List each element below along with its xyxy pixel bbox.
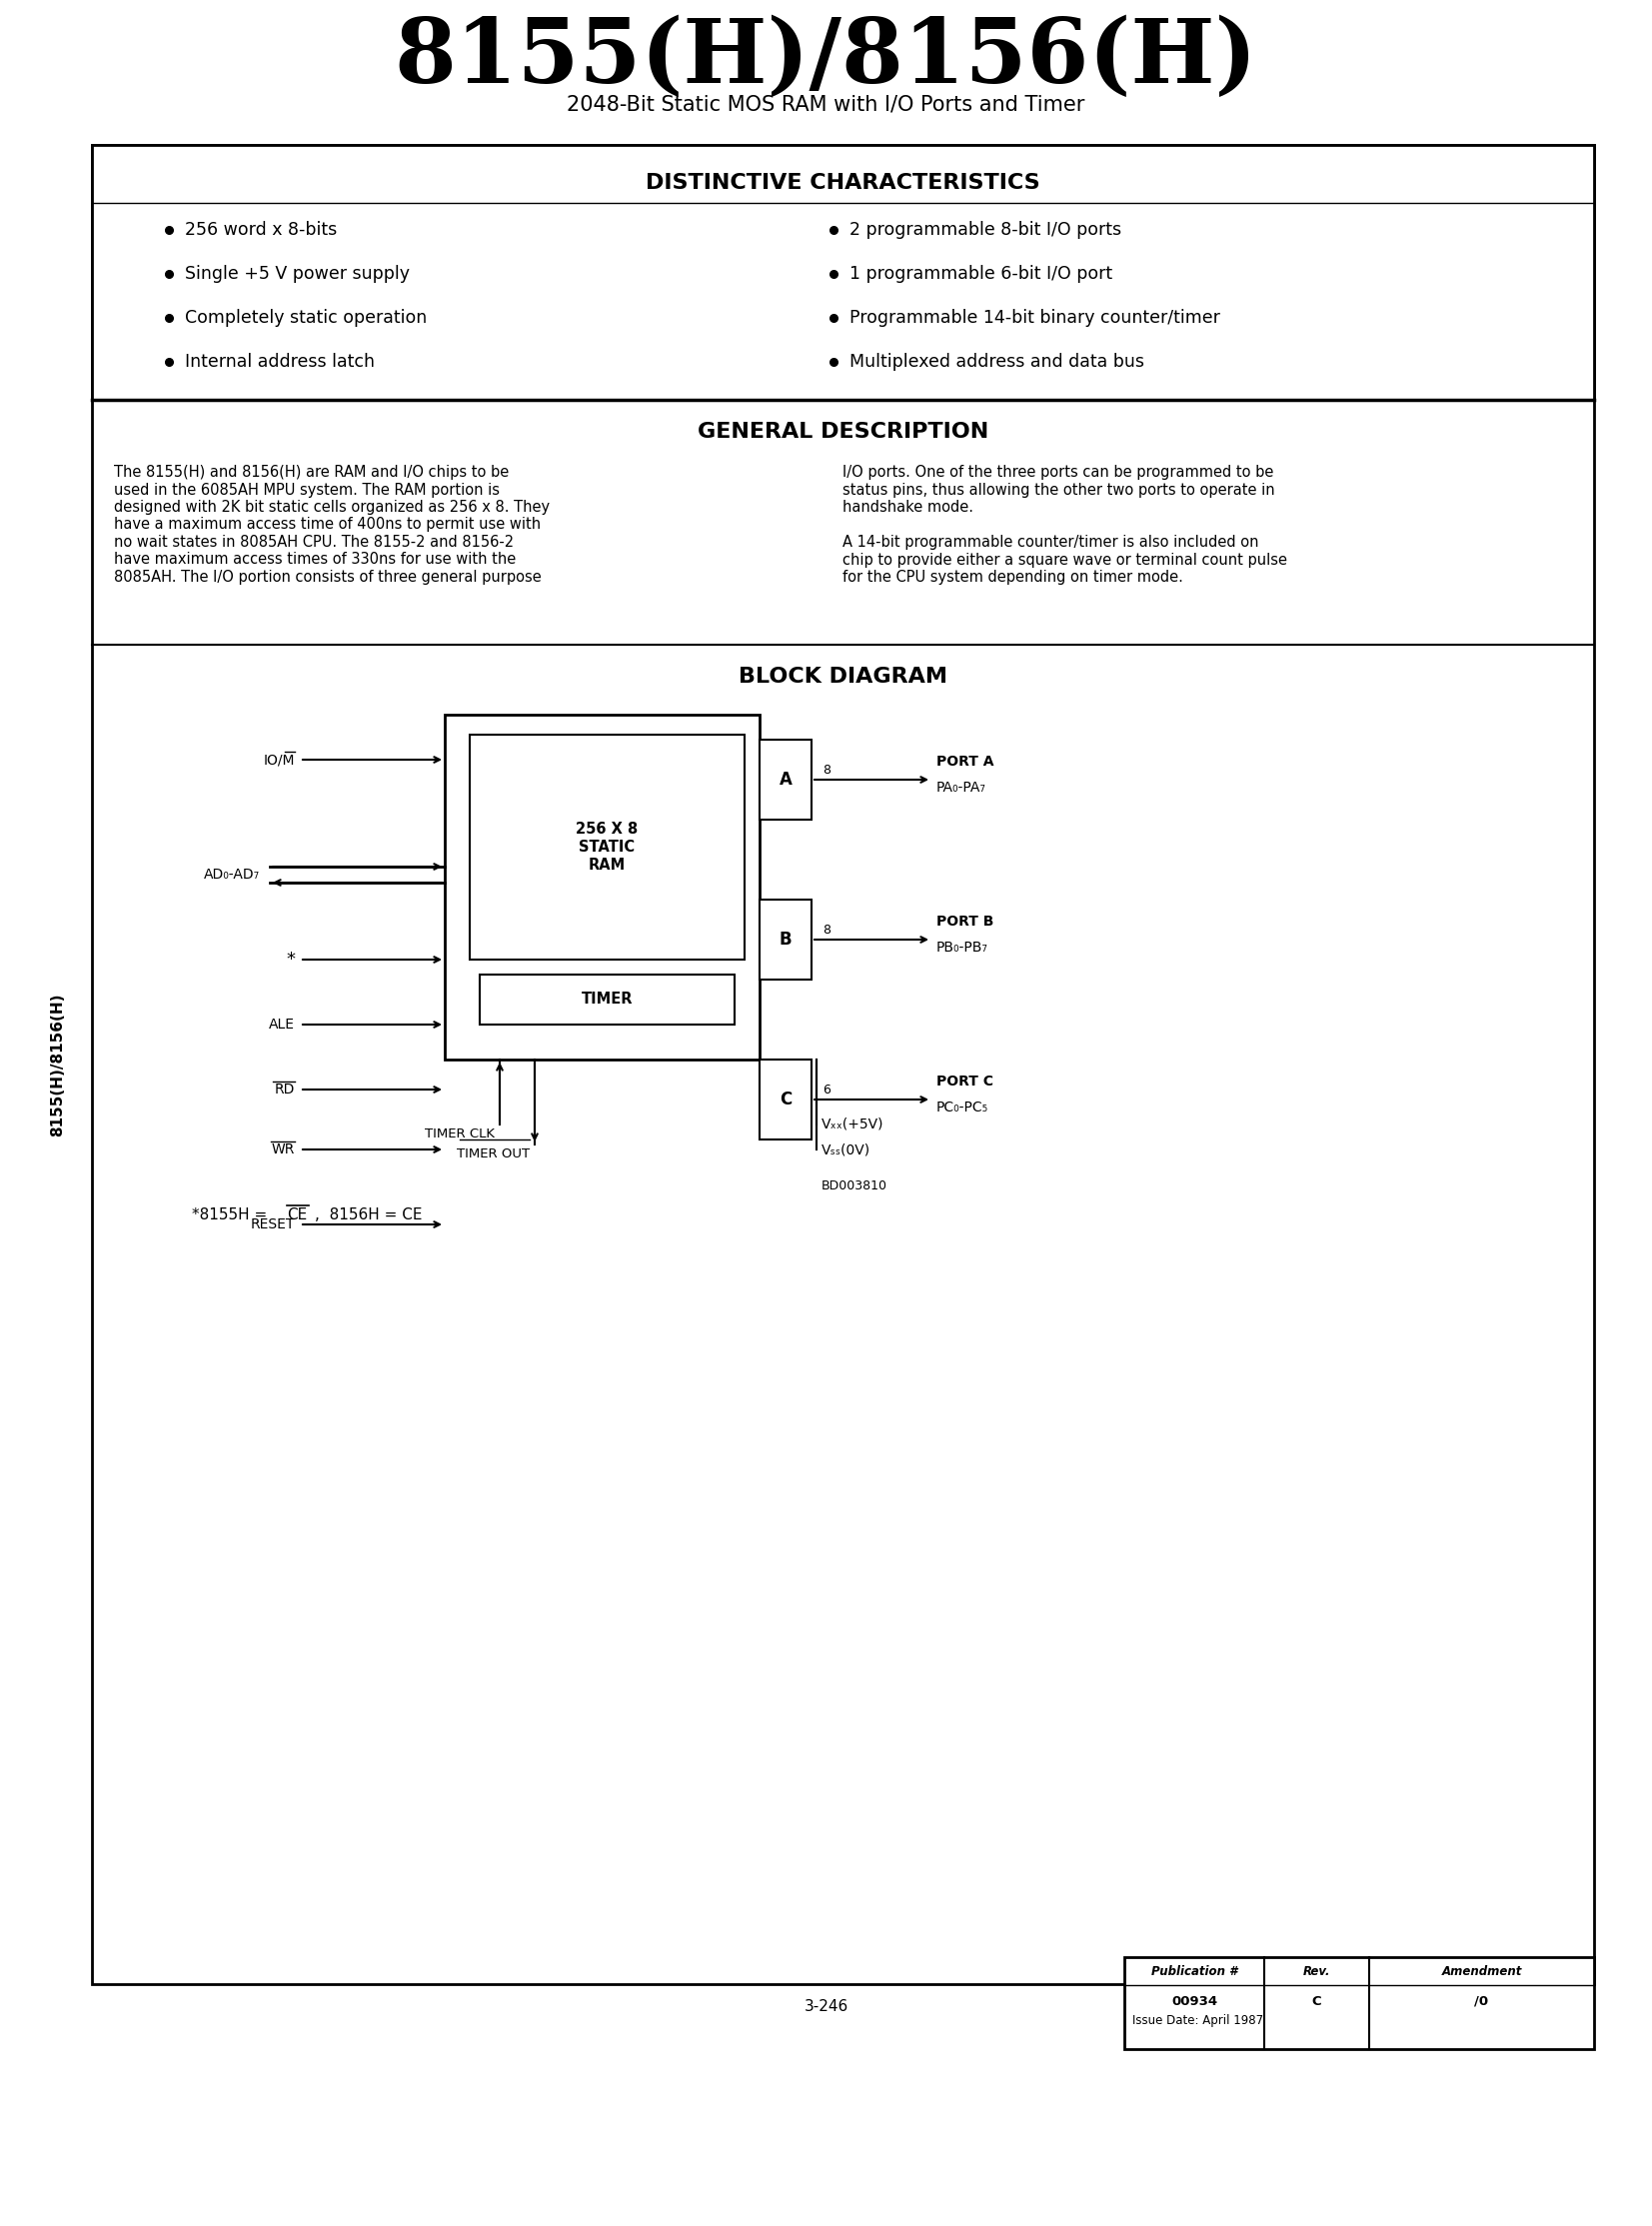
Text: STATIC: STATIC [580,839,634,855]
Text: have maximum access times of 330ns for use with the: have maximum access times of 330ns for u… [114,552,515,568]
Text: status pins, thus allowing the other two ports to operate in: status pins, thus allowing the other two… [843,483,1275,496]
Text: C: C [780,1091,791,1109]
Text: ,  8156H = CE: , 8156H = CE [316,1206,423,1222]
Text: BLOCK DIAGRAM: BLOCK DIAGRAM [738,668,948,686]
Text: RESET: RESET [251,1218,294,1231]
Text: PC₀-PC₅: PC₀-PC₅ [937,1100,988,1115]
Text: BD003810: BD003810 [821,1180,887,1193]
Text: PA₀-PA₇: PA₀-PA₇ [937,781,986,795]
Text: Multiplexed address and data bus: Multiplexed address and data bus [849,354,1145,372]
Text: 1 programmable 6-bit I/O port: 1 programmable 6-bit I/O port [849,265,1112,283]
Text: The 8155(H) and 8156(H) are RAM and I/O chips to be: The 8155(H) and 8156(H) are RAM and I/O … [114,465,509,481]
Bar [469,735,745,959]
Text: 256 X 8: 256 X 8 [577,821,638,837]
Text: for the CPU system depending on timer mode.: for the CPU system depending on timer mo… [843,570,1183,585]
Text: IO/M: IO/M [263,752,294,766]
Text: C: C [1312,1994,1322,2008]
Text: Internal address latch: Internal address latch [185,354,375,372]
Text: B: B [780,930,791,948]
Bar [93,145,1594,401]
Text: /0: /0 [1475,1994,1488,2008]
Text: designed with 2K bit static cells organized as 256 x 8. They: designed with 2K bit static cells organi… [114,501,550,514]
Text: Completely static operation: Completely static operation [185,309,426,327]
Text: no wait states in 8085AH CPU. The 8155-2 and 8156-2: no wait states in 8085AH CPU. The 8155-2… [114,534,514,550]
Text: PB₀-PB₇: PB₀-PB₇ [937,942,988,955]
Text: AD₀-AD₇: AD₀-AD₇ [203,868,259,881]
Bar [760,899,811,979]
Text: 2048-Bit Static MOS RAM with I/O Ports and Timer: 2048-Bit Static MOS RAM with I/O Ports a… [567,96,1085,116]
Text: RAM: RAM [588,857,626,873]
Text: TIMER OUT: TIMER OUT [456,1146,530,1160]
Text: I/O ports. One of the three ports can be programmed to be: I/O ports. One of the three ports can be… [843,465,1274,481]
Text: A: A [780,770,791,788]
Text: 8: 8 [823,764,831,777]
Text: A 14-bit programmable counter/timer is also included on: A 14-bit programmable counter/timer is a… [843,534,1259,550]
Text: used in the 6085AH MPU system. The RAM portion is: used in the 6085AH MPU system. The RAM p… [114,483,499,496]
Text: 6: 6 [823,1084,831,1095]
Text: handshake mode.: handshake mode. [843,501,973,514]
Text: RD: RD [274,1082,294,1097]
Text: PORT A: PORT A [937,755,995,768]
Text: CE: CE [287,1206,307,1222]
Text: 8: 8 [823,924,831,937]
Bar [444,715,760,1060]
Text: Rev.: Rev. [1303,1966,1330,1979]
Bar [1125,1957,1594,2050]
Text: 8155(H)/8156(H): 8155(H)/8156(H) [51,993,66,1135]
Bar [479,975,735,1024]
Text: Issue Date: April 1987: Issue Date: April 1987 [1132,2015,1264,2028]
Text: 8085AH. The I/O portion consists of three general purpose: 8085AH. The I/O portion consists of thre… [114,570,542,585]
Text: Vₓₓ(+5V): Vₓₓ(+5V) [821,1117,884,1131]
Text: chip to provide either a square wave or terminal count pulse: chip to provide either a square wave or … [843,552,1287,568]
Text: TIMER CLK: TIMER CLK [425,1129,494,1140]
Text: TIMER: TIMER [582,993,633,1006]
Text: *8155H =: *8155H = [192,1206,273,1222]
Text: 256 word x 8-bits: 256 word x 8-bits [185,220,337,238]
Text: GENERAL DESCRIPTION: GENERAL DESCRIPTION [697,421,988,441]
Text: 3-246: 3-246 [805,1999,847,2015]
Bar [93,145,1594,1983]
Text: Single +5 V power supply: Single +5 V power supply [185,265,410,283]
Text: ALE: ALE [269,1017,294,1031]
Text: DISTINCTIVE CHARACTERISTICS: DISTINCTIVE CHARACTERISTICS [646,174,1041,194]
Text: Publication #: Publication # [1151,1966,1237,1979]
Text: WR: WR [271,1142,294,1158]
Text: 00934: 00934 [1171,1994,1218,2008]
Text: 8155(H)/8156(H): 8155(H)/8156(H) [395,16,1257,102]
Bar [760,739,811,819]
Text: Vₛₛ(0V): Vₛₛ(0V) [821,1142,871,1158]
Text: have a maximum access time of 400ns to permit use with: have a maximum access time of 400ns to p… [114,516,540,532]
Text: PORT B: PORT B [937,915,995,928]
Text: PORT C: PORT C [937,1075,993,1089]
Bar [760,1060,811,1140]
Text: *: * [286,951,294,968]
Text: Programmable 14-bit binary counter/timer: Programmable 14-bit binary counter/timer [849,309,1221,327]
Text: 2 programmable 8-bit I/O ports: 2 programmable 8-bit I/O ports [849,220,1122,238]
Text: Amendment: Amendment [1442,1966,1521,1979]
